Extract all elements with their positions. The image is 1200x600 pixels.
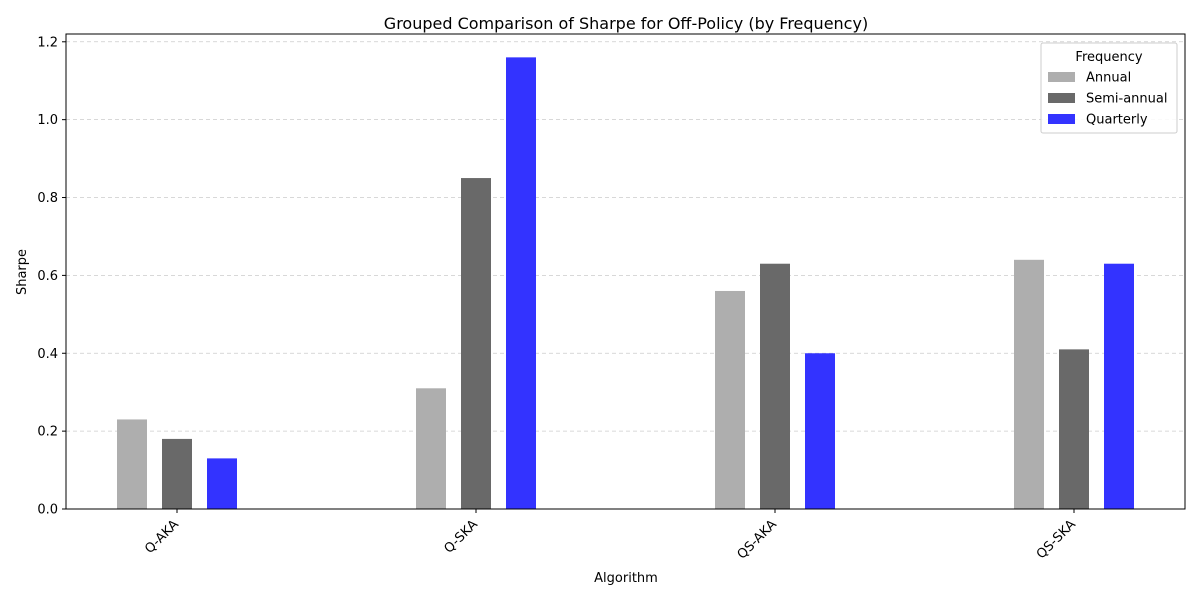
bar: [1104, 263, 1134, 509]
legend-items: Annual Semi-annual Quarterly: [1048, 71, 1167, 128]
x-tick-label: Q-AKA: [142, 517, 182, 557]
y-tick-label: 0.8: [37, 191, 58, 206]
legend-swatch: [1048, 72, 1075, 82]
bar: [506, 57, 536, 509]
legend: Frequency Annual Semi-annual Quarterly: [1040, 42, 1178, 134]
y-tick-label: 1.2: [37, 35, 58, 50]
y-axis-label: Sharpe: [15, 249, 30, 295]
plot-frame: [65, 33, 1186, 510]
bar: [117, 419, 147, 509]
bar: [207, 458, 237, 509]
y-axis-ticks: 0.0 0.2 0.4 0.6 0.8 1.0 1.2: [37, 35, 66, 518]
x-tick-label: Q-SKA: [441, 517, 480, 556]
y-tick-label: 0.2: [37, 425, 58, 440]
bar: [416, 388, 446, 509]
grid-lines: [66, 41, 1185, 432]
y-tick-label: 0.0: [37, 503, 58, 518]
bar: [715, 290, 745, 509]
y-tick-label: 1.0: [37, 113, 58, 128]
chart-title: Grouped Comparison of Sharpe for Off-Pol…: [384, 14, 868, 33]
legend-swatch: [1048, 93, 1075, 103]
bar: [162, 438, 192, 509]
bar: [1059, 349, 1089, 509]
bar: [1014, 259, 1044, 509]
bar: [805, 353, 835, 509]
legend-label: Annual: [1086, 71, 1131, 86]
legend-label: Quarterly: [1086, 113, 1148, 128]
x-axis-ticks: Q-AKA Q-SKA QS-AKA QS-SKA: [142, 509, 1079, 562]
bars: [117, 57, 1134, 509]
y-tick-label: 0.4: [37, 347, 58, 362]
legend-label: Semi-annual: [1086, 92, 1167, 107]
bar: [760, 263, 790, 509]
legend-box: [1040, 42, 1178, 134]
y-tick-label: 0.6: [37, 269, 58, 284]
x-tick-label: QS-AKA: [735, 517, 780, 562]
bar: [461, 178, 491, 509]
x-tick-label: QS-SKA: [1034, 517, 1079, 562]
legend-title: Frequency: [1075, 50, 1142, 65]
x-axis-label: Algorithm: [594, 571, 658, 586]
legend-swatch: [1048, 114, 1075, 124]
